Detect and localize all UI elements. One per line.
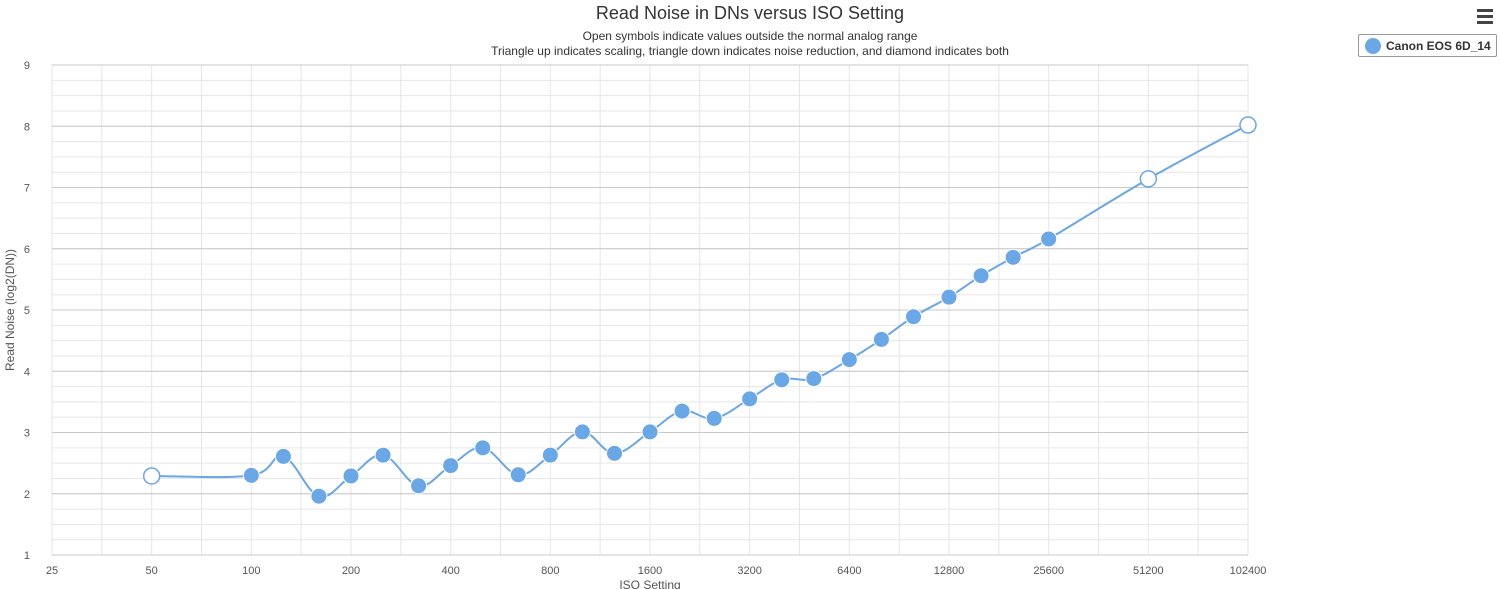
x-tick-label: 200 xyxy=(342,565,360,577)
menu-bar xyxy=(1477,15,1493,18)
x-tick-label: 51200 xyxy=(1133,565,1164,577)
legend-item-series[interactable]: Canon EOS 6D_14 xyxy=(1358,34,1497,57)
data-point[interactable] xyxy=(905,308,923,326)
data-point-open[interactable] xyxy=(1239,116,1257,134)
x-tick-label: 25600 xyxy=(1033,565,1064,577)
x-tick-label: 800 xyxy=(541,565,559,577)
chart-subtitle-line-1: Open symbols indicate values outside the… xyxy=(582,29,918,43)
data-point-open[interactable] xyxy=(142,467,161,485)
data-point-open[interactable] xyxy=(1139,170,1158,188)
data-point[interactable] xyxy=(274,447,292,465)
y-tick-label: 7 xyxy=(24,183,30,195)
data-point[interactable] xyxy=(705,409,723,427)
data-point[interactable] xyxy=(474,439,492,457)
legend-label: Canon EOS 6D_14 xyxy=(1386,39,1491,53)
data-point[interactable] xyxy=(310,487,328,505)
y-tick-label: 8 xyxy=(24,121,30,133)
y-tick-label: 4 xyxy=(24,366,30,378)
data-point[interactable] xyxy=(805,370,823,388)
chart-title: Read Noise in DNs versus ISO Setting xyxy=(595,3,905,23)
x-tick-label: 1600 xyxy=(638,565,662,577)
menu-bar xyxy=(1477,21,1493,24)
x-tick-label: 6400 xyxy=(837,565,861,577)
data-point[interactable] xyxy=(940,288,958,306)
y-tick-label: 9 xyxy=(24,60,30,72)
y-tick-label: 3 xyxy=(24,428,30,440)
x-tick-label: 50 xyxy=(146,565,158,577)
x-tick-label: 25 xyxy=(46,565,58,577)
y-tick-label: 5 xyxy=(24,305,30,317)
data-point[interactable] xyxy=(741,390,759,408)
data-point[interactable] xyxy=(374,446,392,464)
x-tick-label: 3200 xyxy=(737,565,761,577)
x-tick-label: 100 xyxy=(242,565,260,577)
legend-marker-icon xyxy=(1365,38,1381,54)
y-axis-label: Read Noise (log2(DN)) xyxy=(3,249,17,371)
y-tick-label: 1 xyxy=(24,550,30,562)
data-point[interactable] xyxy=(342,467,360,485)
data-point[interactable] xyxy=(541,446,559,464)
x-tick-label: 400 xyxy=(441,565,459,577)
data-point[interactable] xyxy=(840,351,858,369)
data-point[interactable] xyxy=(606,444,624,462)
x-axis-label: ISO Setting xyxy=(619,578,680,589)
data-point[interactable] xyxy=(410,477,428,495)
data-point[interactable] xyxy=(442,457,460,475)
x-tick-label: 102400 xyxy=(1230,565,1267,577)
data-point[interactable] xyxy=(509,466,527,484)
data-point[interactable] xyxy=(641,423,659,441)
y-tick-label: 2 xyxy=(24,489,30,501)
y-tick-label: 6 xyxy=(24,244,30,256)
data-point[interactable] xyxy=(1004,248,1022,266)
data-point[interactable] xyxy=(872,330,890,348)
data-point[interactable] xyxy=(673,402,691,420)
hamburger-menu-icon[interactable] xyxy=(1475,9,1497,27)
data-point[interactable] xyxy=(773,371,791,389)
data-point[interactable] xyxy=(972,267,990,285)
menu-bar xyxy=(1477,9,1493,12)
data-point[interactable] xyxy=(573,423,591,441)
data-point[interactable] xyxy=(242,466,260,484)
x-tick-label: 12800 xyxy=(934,565,965,577)
data-point[interactable] xyxy=(1040,230,1058,248)
chart-subtitle-line-2: Triangle up indicates scaling, triangle … xyxy=(491,44,1009,58)
